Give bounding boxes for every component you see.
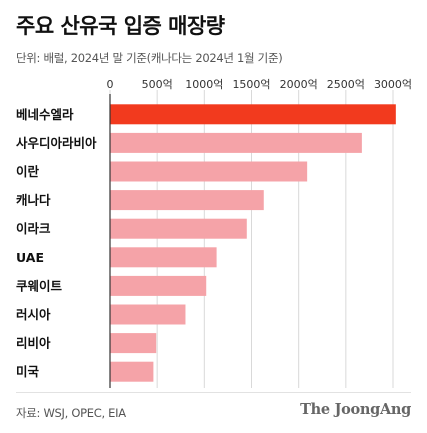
category-label: 사우디아라비아	[16, 135, 97, 150]
source-note: 자료: WSJ, OPEC, EIA	[16, 406, 126, 420]
bar	[110, 247, 217, 268]
category-label: UAE	[16, 250, 44, 265]
bar	[110, 275, 207, 296]
x-tick-label: 500억	[142, 78, 173, 91]
category-label: 쿠웨이트	[16, 278, 63, 293]
unit-note: 단위: 배럴, 2024년 말 기준(캐나다는 2024년 1월 기준)	[16, 51, 283, 65]
category-label: 러시아	[16, 307, 51, 322]
bar	[110, 132, 362, 153]
bar	[110, 190, 264, 211]
bar	[110, 218, 247, 239]
x-tick-label: 1500억	[232, 78, 270, 91]
x-tick-label: 2500억	[327, 78, 365, 91]
bar	[110, 104, 396, 125]
brand-logo: The JoongAng	[300, 401, 411, 418]
bar	[110, 161, 308, 182]
footer-divider	[16, 392, 411, 393]
x-tick-label: 3000억	[374, 78, 412, 91]
category-label: 이란	[16, 164, 40, 179]
category-label: 미국	[16, 364, 40, 379]
bar	[110, 304, 186, 325]
x-tick-label: 1000억	[185, 78, 223, 91]
bar	[110, 361, 154, 382]
x-tick-label: 0	[107, 78, 114, 91]
bar	[110, 333, 157, 354]
category-label: 캐나다	[16, 193, 51, 208]
category-label: 이라크	[16, 221, 51, 236]
bar-chart: 0 500억 1000억 1500억 2000억 2500억 3000억베네수엘라사우디아라…	[16, 78, 412, 388]
category-label: 베네수엘라	[16, 107, 74, 122]
category-label: 리비아	[16, 336, 51, 351]
chart-title: 주요 산유국 입증 매장량	[16, 14, 225, 38]
x-tick-label: 2000억	[280, 78, 318, 91]
